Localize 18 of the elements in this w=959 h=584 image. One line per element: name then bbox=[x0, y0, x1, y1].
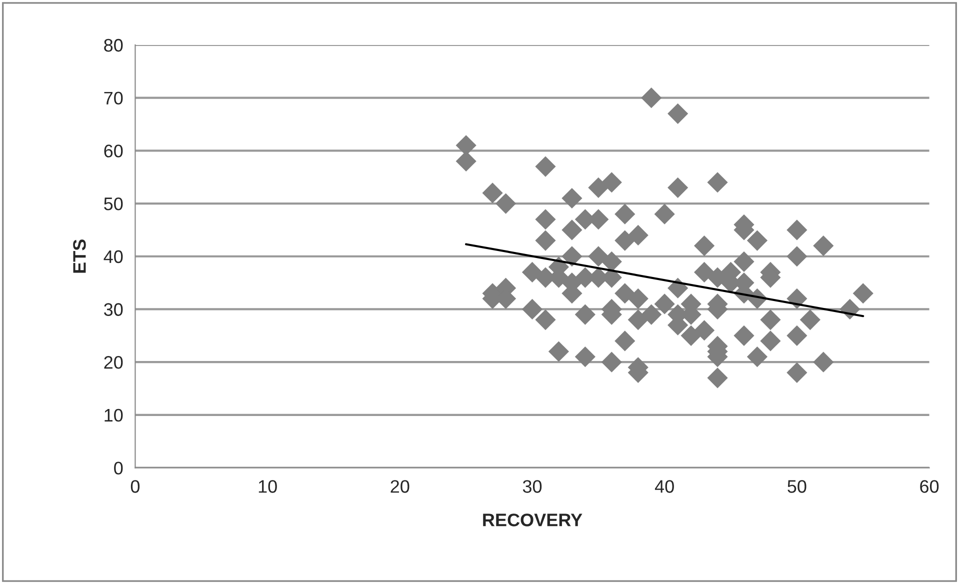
y-tick-label: 10 bbox=[104, 408, 123, 422]
x-tick-label: 0 bbox=[130, 480, 140, 493]
x-tick-label: 50 bbox=[788, 480, 806, 493]
y-tick-label: 50 bbox=[104, 197, 123, 210]
y-tick-label: 80 bbox=[104, 38, 123, 52]
y-axis-title: ETS bbox=[73, 240, 86, 273]
y-tick-label: 20 bbox=[104, 356, 123, 369]
x-tick-label: 10 bbox=[258, 480, 277, 493]
y-tick-label: 60 bbox=[104, 144, 123, 158]
x-tick-label: 20 bbox=[390, 480, 410, 493]
y-tick-label: 40 bbox=[104, 250, 123, 264]
y-tick-label: 0 bbox=[114, 462, 123, 475]
x-axis-title: RECOVERY bbox=[483, 514, 582, 526]
y-tick-label: 70 bbox=[104, 92, 123, 105]
x-tick-label: 40 bbox=[654, 480, 674, 493]
x-tick-label: 30 bbox=[522, 480, 542, 493]
y-tick-label: 30 bbox=[104, 303, 123, 316]
x-tick-label: 60 bbox=[920, 480, 939, 493]
